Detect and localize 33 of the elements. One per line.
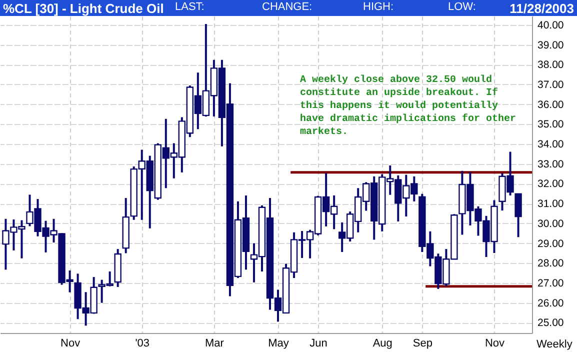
x-tick-label: '03 [135, 338, 150, 350]
y-tick-label: 28.00 [538, 258, 564, 270]
y-tick-label: 35.00 [538, 118, 564, 131]
x-tick-label: Nov [60, 338, 81, 350]
x-tick-label: May [268, 338, 290, 350]
x-tick-label: Sep [412, 338, 432, 350]
y-tick-label: 36.00 [538, 98, 564, 111]
x-axis-title: Weekly [536, 338, 573, 350]
y-tick-label: 31.00 [538, 198, 564, 210]
y-tick-label: 40.00 [538, 19, 564, 32]
chart-title: %CL [30] - Light Crude Oil [3, 1, 164, 16]
annotation: A weekly close above 32.50 would constitute an upside breakout. If this happens it would potentially have dramatic implications for other markets. [300, 74, 516, 138]
candlestick [514, 192, 522, 238]
y-tick-label: 32.00 [538, 178, 564, 190]
y-tick-label: 33.00 [538, 158, 564, 170]
y-tick-label: 29.00 [538, 238, 564, 250]
text: LOW: [448, 1, 476, 13]
y-tick-label: 34.00 [538, 138, 564, 151]
y-tick-label: 27.00 [538, 277, 564, 290]
text: HIGH: [363, 1, 394, 13]
y-tick-label: 25.00 [538, 317, 564, 330]
y-tick-label: 30.00 [538, 218, 564, 230]
text: CHANGE: [262, 1, 312, 13]
text: LAST: [175, 1, 204, 13]
x-tick-label: Mar [204, 338, 224, 350]
y-tick-label: 37.00 [538, 78, 564, 91]
y-tick-label: 39.00 [538, 39, 564, 52]
x-tick-label: Nov [484, 338, 506, 350]
text: 11/28/2003 [510, 1, 574, 16]
x-tick-label: Jun [310, 338, 328, 350]
y-tick-label: 26.00 [538, 297, 564, 310]
y-tick-label: 38.00 [538, 59, 564, 72]
x-tick-label: Aug [372, 338, 392, 350]
